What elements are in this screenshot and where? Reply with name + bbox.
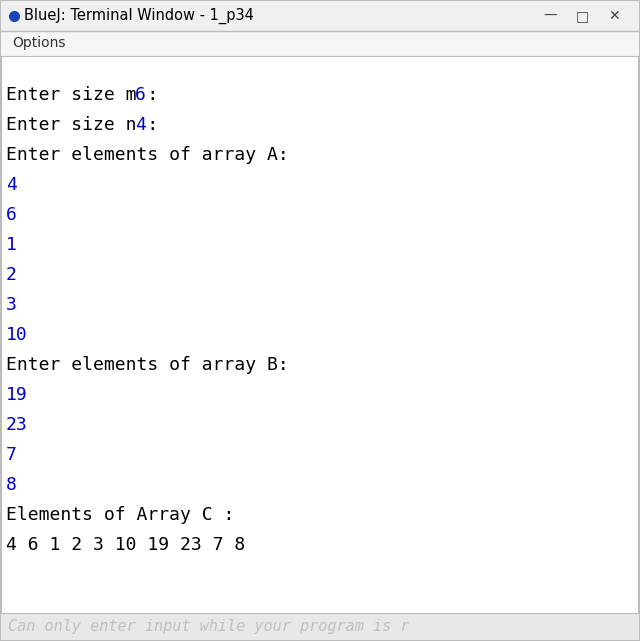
Text: □: □: [575, 9, 589, 23]
Text: 4: 4: [134, 117, 145, 135]
Text: BlueJ: Terminal Window - 1_p34: BlueJ: Terminal Window - 1_p34: [24, 8, 254, 24]
Text: Enter size m :: Enter size m :: [6, 87, 169, 104]
Bar: [1, 613, 639, 640]
Bar: [1, 31, 639, 56]
Text: Can only enter input while your program is r: Can only enter input while your program …: [8, 619, 410, 634]
Text: Options: Options: [12, 37, 65, 51]
Text: Elements of Array C :: Elements of Array C :: [6, 506, 234, 524]
Text: 3: 3: [6, 297, 17, 315]
Text: —: —: [543, 9, 557, 23]
Text: 2: 2: [6, 267, 17, 285]
Text: 1: 1: [6, 237, 17, 254]
Text: 6: 6: [134, 87, 145, 104]
Text: Enter elements of array B:: Enter elements of array B:: [6, 356, 289, 374]
Text: 4 6 1 2 3 10 19 23 7 8: 4 6 1 2 3 10 19 23 7 8: [6, 537, 245, 554]
Text: ✕: ✕: [608, 9, 620, 23]
Text: Enter size n :: Enter size n :: [6, 117, 169, 135]
Text: 19: 19: [6, 387, 28, 404]
Bar: [1, 1, 639, 31]
Text: 7: 7: [6, 447, 17, 465]
Text: 8: 8: [6, 476, 17, 494]
Text: 6: 6: [6, 206, 17, 224]
Text: 23: 23: [6, 417, 28, 435]
Text: Enter elements of array A:: Enter elements of array A:: [6, 147, 289, 165]
Text: 10: 10: [6, 326, 28, 344]
Text: 4: 4: [6, 176, 17, 194]
